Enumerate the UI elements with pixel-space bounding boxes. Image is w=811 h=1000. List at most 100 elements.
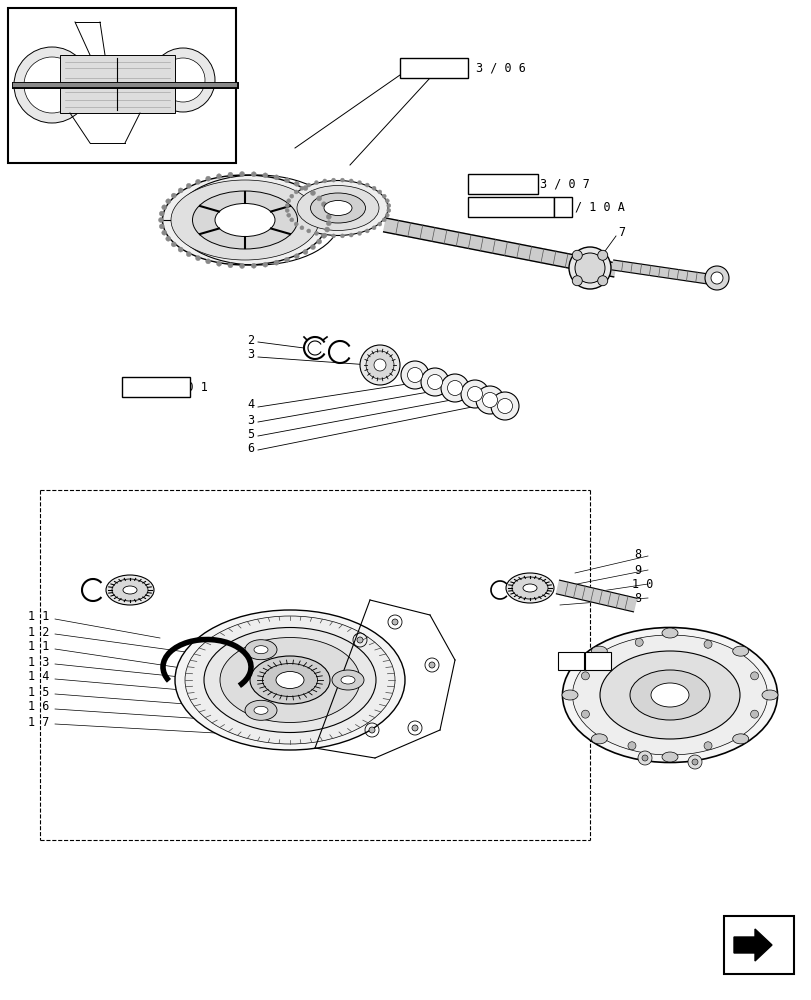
Circle shape (642, 755, 647, 761)
Text: 8: 8 (633, 548, 641, 562)
Ellipse shape (112, 579, 148, 601)
Ellipse shape (250, 656, 329, 704)
Ellipse shape (482, 392, 497, 408)
Text: 3: 3 (247, 349, 254, 361)
Ellipse shape (732, 646, 748, 656)
Circle shape (263, 173, 268, 178)
Text: 3 / 0 7: 3 / 0 7 (539, 178, 589, 191)
Circle shape (703, 640, 711, 648)
Ellipse shape (562, 628, 777, 762)
Circle shape (581, 710, 589, 718)
Bar (557, 652, 583, 670)
Circle shape (710, 272, 722, 284)
Text: 1 2: 1 2 (28, 626, 49, 638)
Ellipse shape (215, 204, 275, 237)
Ellipse shape (447, 380, 462, 395)
Ellipse shape (572, 635, 766, 755)
Circle shape (151, 48, 215, 112)
Bar (467, 197, 553, 217)
Circle shape (340, 234, 344, 238)
Ellipse shape (171, 180, 319, 260)
Circle shape (310, 245, 315, 250)
Ellipse shape (332, 670, 363, 690)
Circle shape (386, 204, 390, 208)
Circle shape (314, 181, 318, 185)
Text: 0: 0 (556, 201, 563, 214)
Text: 2 1: 2 1 (613, 680, 634, 692)
Circle shape (323, 179, 326, 183)
Circle shape (239, 172, 244, 177)
Text: 1 . 4 0: 1 . 4 0 (401, 62, 451, 75)
Ellipse shape (262, 664, 317, 696)
Circle shape (392, 619, 397, 625)
Ellipse shape (440, 374, 469, 402)
Text: 3 / 0 6: 3 / 0 6 (475, 62, 526, 75)
Circle shape (285, 208, 289, 212)
Bar (60, 55, 175, 113)
Ellipse shape (661, 628, 677, 638)
Text: 9: 9 (633, 564, 641, 576)
Bar (400, 58, 467, 78)
Bar (584, 652, 610, 670)
Polygon shape (733, 929, 771, 961)
Text: 2 2: 2 2 (613, 694, 634, 706)
Circle shape (251, 172, 256, 177)
Ellipse shape (366, 351, 393, 379)
Circle shape (273, 175, 279, 180)
Text: 6: 6 (247, 442, 254, 454)
Circle shape (357, 231, 361, 235)
Polygon shape (556, 580, 636, 612)
Circle shape (284, 178, 290, 183)
Circle shape (637, 751, 651, 765)
Ellipse shape (192, 191, 297, 249)
Circle shape (195, 179, 200, 184)
Circle shape (161, 58, 204, 102)
Circle shape (326, 221, 331, 226)
Ellipse shape (561, 690, 577, 700)
Circle shape (14, 47, 90, 123)
Ellipse shape (650, 683, 689, 707)
Circle shape (377, 222, 381, 226)
Circle shape (314, 231, 318, 235)
Text: / 1 0 A: / 1 0 A (574, 201, 624, 214)
Circle shape (294, 222, 298, 226)
Circle shape (687, 755, 702, 769)
Ellipse shape (162, 175, 327, 265)
Ellipse shape (401, 361, 428, 389)
Bar (723, 916, 793, 974)
Ellipse shape (175, 610, 405, 750)
Circle shape (186, 252, 191, 257)
Circle shape (572, 276, 581, 286)
Ellipse shape (288, 181, 388, 236)
Circle shape (286, 199, 290, 203)
Circle shape (294, 254, 298, 259)
Circle shape (377, 190, 381, 194)
Circle shape (273, 260, 279, 265)
Ellipse shape (254, 706, 268, 714)
Circle shape (178, 247, 183, 252)
Text: 3 / 0 1: 3 / 0 1 (158, 380, 208, 393)
Circle shape (365, 229, 369, 233)
Text: 2 0: 2 0 (613, 666, 634, 678)
Text: 1 9: 1 9 (586, 656, 607, 666)
Ellipse shape (420, 368, 448, 396)
Ellipse shape (254, 646, 268, 654)
Circle shape (205, 259, 210, 264)
Circle shape (627, 742, 635, 750)
Bar (467, 174, 538, 194)
Circle shape (165, 236, 170, 241)
Circle shape (299, 226, 303, 230)
Ellipse shape (461, 380, 488, 408)
Circle shape (340, 178, 344, 182)
Ellipse shape (310, 193, 365, 223)
Circle shape (365, 183, 369, 187)
Ellipse shape (341, 676, 354, 684)
Circle shape (349, 233, 353, 237)
Circle shape (158, 218, 163, 223)
Text: 1 . 4 0 . 1: 1 . 4 0 . 1 (470, 201, 547, 214)
Circle shape (331, 234, 335, 238)
Circle shape (186, 183, 191, 188)
Ellipse shape (297, 186, 379, 231)
Ellipse shape (475, 386, 504, 414)
Text: 1 8: 1 8 (560, 656, 580, 666)
